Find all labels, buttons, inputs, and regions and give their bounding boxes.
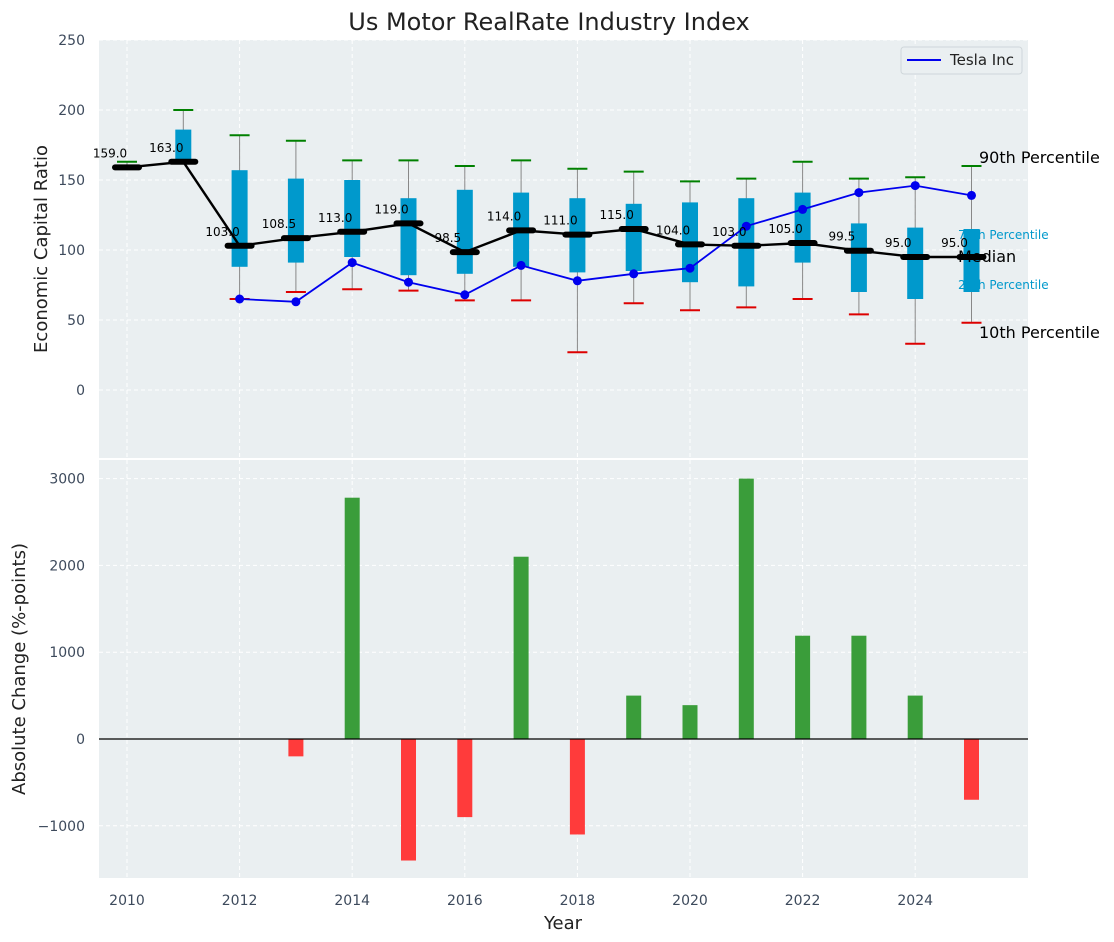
tesla-point [291, 297, 301, 307]
tesla-point [460, 290, 470, 300]
change-bar [907, 695, 923, 739]
change-bar [682, 705, 698, 739]
median-value-label: 163.0 [149, 141, 183, 155]
median-value-label: 103.0 [205, 225, 239, 239]
iqr-box [625, 203, 642, 271]
tesla-point [404, 277, 413, 287]
x-axis-label: Year [543, 913, 583, 934]
iqr-box [738, 198, 755, 287]
top-y-tick-label: 0 [76, 383, 85, 399]
annotation-median: Median [958, 247, 1016, 266]
iqr-box [344, 180, 361, 257]
median-value-label: 113.0 [318, 211, 352, 225]
tesla-point [854, 188, 864, 198]
change-bar [795, 635, 811, 739]
iqr-box [175, 129, 192, 162]
tesla-point [798, 204, 808, 214]
median-value-label: 159.0 [93, 146, 127, 160]
bottom-y-tick-label: 0 [76, 732, 85, 748]
median-value-label: 95.0 [885, 236, 912, 250]
tesla-point [572, 276, 582, 286]
tesla-point [967, 190, 976, 200]
annotation-p25: 25th Percentile [958, 278, 1049, 292]
x-ticks: 2010 2012 2014 2016 2018 2020 2022 2024 [109, 893, 933, 909]
change-bar [457, 739, 473, 818]
top-y-tick-label: 50 [67, 313, 85, 329]
x-tick-label: 2018 [560, 893, 596, 909]
iqr-box [287, 178, 304, 263]
bottom-marks [99, 478, 1028, 861]
median-value-label: 111.0 [543, 214, 577, 228]
median-value-label: 105.0 [768, 222, 802, 236]
legend-label: Tesla Inc [949, 51, 1014, 69]
top-y-axis-label: Economic Capital Ratio [31, 145, 52, 353]
change-bar [964, 739, 979, 800]
tesla-point [629, 269, 639, 279]
tesla-series-line [239, 184, 972, 303]
annotation-p90: 90th Percentile [979, 148, 1100, 167]
legend: Tesla Inc [900, 46, 1023, 75]
top-y-ticks: 0 50 100 150 200 250 [58, 33, 85, 399]
change-bar [344, 497, 360, 739]
median-value-label: 115.0 [600, 208, 634, 222]
change-bar [513, 556, 529, 739]
iqr-box [963, 229, 980, 292]
median-value-label: 119.0 [374, 202, 408, 216]
median-value-label: 98.5 [434, 231, 461, 245]
annotation-p75: 75th Percentile [958, 228, 1049, 242]
tesla-point [235, 294, 245, 304]
top-y-tick-label: 150 [58, 173, 85, 189]
iqr-box [850, 223, 867, 292]
tesla-point [910, 181, 920, 191]
top-grid [99, 39, 1028, 458]
change-bar [288, 739, 304, 757]
iqr-box [231, 170, 248, 267]
chart-title: Us Motor RealRate Industry Index [348, 8, 750, 36]
x-tick-label: 2010 [109, 893, 145, 909]
x-tick-label: 2014 [334, 893, 370, 909]
bottom-y-tick-label: 1000 [49, 645, 85, 661]
bottom-y-tick-label: −1000 [38, 819, 85, 835]
median-value-label: 99.5 [829, 230, 856, 244]
median-value-label: 114.0 [487, 209, 521, 223]
top-marks: 159.0 163.0 103.0 108.5 113.0 119.0 98.5 114.0 1… [93, 109, 987, 354]
tesla-point [685, 263, 695, 273]
x-tick-label: 2022 [785, 893, 821, 909]
top-y-tick-label: 250 [58, 33, 85, 49]
x-tick-label: 2012 [222, 893, 258, 909]
x-tick-label: 2020 [672, 893, 708, 909]
bottom-y-axis-label: Absolute Change (%-points) [9, 543, 30, 795]
bottom-y-tick-label: 3000 [49, 472, 85, 488]
bottom-plot-area [99, 460, 1028, 878]
iqr-box [907, 227, 924, 299]
tesla-point [516, 260, 526, 270]
legend-box [900, 46, 1023, 75]
annotation-p10: 10th Percentile [979, 323, 1100, 342]
bottom-y-tick-label: 2000 [49, 558, 85, 574]
change-bar [738, 478, 754, 739]
tesla-point [741, 221, 751, 231]
median-value-label: 104.0 [656, 223, 690, 237]
median-line [126, 160, 972, 259]
tesla-point [347, 258, 357, 268]
median-value-label: 95.0 [941, 236, 968, 250]
x-tick-label: 2024 [897, 893, 933, 909]
iqr-box [400, 198, 417, 276]
top-y-tick-label: 100 [58, 243, 85, 259]
median-value-label: 108.5 [262, 217, 296, 231]
top-y-tick-label: 200 [58, 103, 85, 119]
change-bar [401, 739, 416, 861]
bottom-y-ticks: −1000 0 1000 2000 3000 [38, 472, 85, 835]
change-bar [569, 739, 585, 835]
x-tick-label: 2016 [447, 893, 483, 909]
median-value-label: 103.0 [712, 225, 746, 239]
change-bar [626, 695, 642, 739]
change-bar [851, 635, 867, 739]
